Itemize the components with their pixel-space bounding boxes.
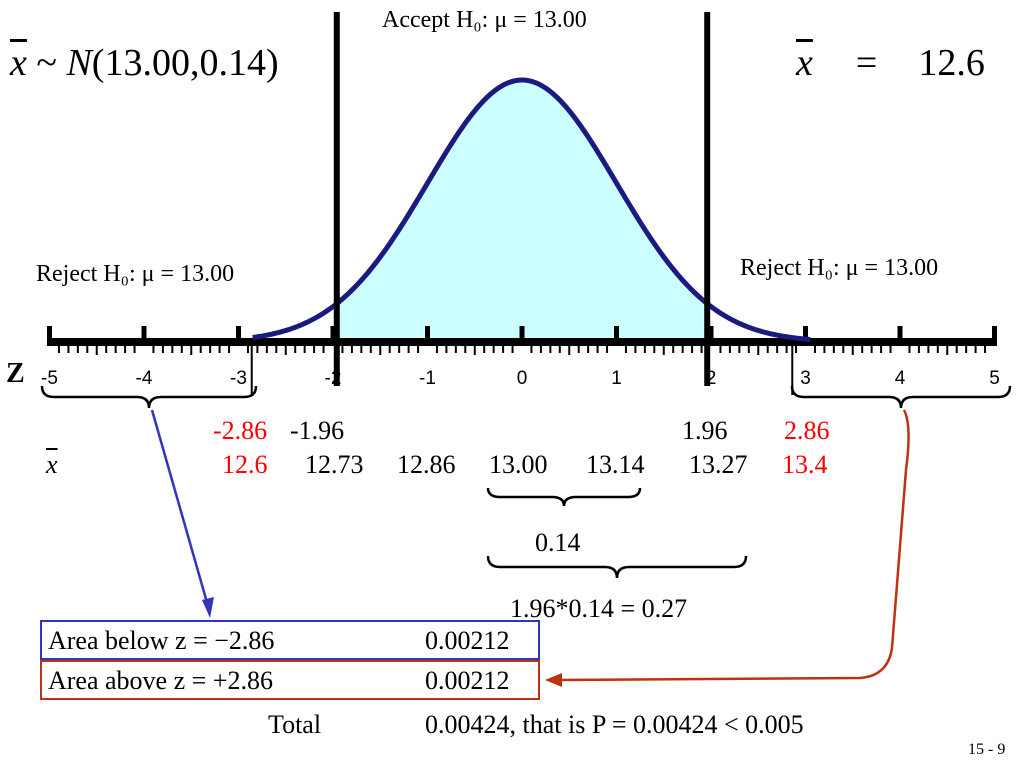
z-value-pos-observed: 2.86 xyxy=(784,416,830,445)
tick-label: 5 xyxy=(989,368,1000,389)
distribution-tilde: ~ xyxy=(36,42,57,84)
accept-region-label: Accept H₀: μ = 13.00 xyxy=(382,7,587,33)
xbar-symbol-right: x xyxy=(796,42,813,84)
major-tick xyxy=(897,326,903,346)
tick-label: 0 xyxy=(517,368,528,389)
tick-label: -1 xyxy=(419,368,436,389)
major-tick xyxy=(614,326,619,346)
total-value: 0.00424, that is P = 0.00424 < 0.005 xyxy=(425,710,804,739)
major-tick xyxy=(141,326,147,346)
major-tick xyxy=(992,326,997,346)
accept-region-fill xyxy=(336,80,708,342)
distribution-params: (13.00,0.14) xyxy=(91,42,279,84)
major-tick xyxy=(425,326,430,346)
area-below-value: 0.00212 xyxy=(425,626,510,655)
observed-mean-value: 12.6 xyxy=(918,42,985,84)
xbar-value: 13.4 xyxy=(782,450,828,479)
xbar-row-label: x xyxy=(46,450,58,479)
major-tick xyxy=(708,326,714,346)
right-tail-brace xyxy=(790,385,1012,409)
reject-right-label: Reject H₀: μ = 13.00 xyxy=(740,255,939,281)
upper-critical-line xyxy=(704,12,711,386)
major-tick xyxy=(330,326,336,346)
standard-error-brace xyxy=(486,487,642,507)
tick-label: -2 xyxy=(325,368,342,389)
normal-curve xyxy=(252,77,811,342)
area-above-label: Area above z = +2.86 xyxy=(48,666,273,695)
xbar-value: 13.27 xyxy=(689,450,748,479)
major-tick xyxy=(236,326,241,346)
standard-error-label: 0.14 xyxy=(535,528,581,557)
major-tick xyxy=(519,326,525,346)
left-tail-arrowhead xyxy=(202,597,214,618)
area-row-below: Area below z = −2.86 0.00212 xyxy=(40,620,540,660)
left-tail-arrow xyxy=(150,409,210,607)
sampling-distribution-formula: x ~ N(13.00,0.14) xyxy=(10,42,279,84)
observed-mean: x = 12.6 xyxy=(796,44,985,82)
z-axis-label: Z xyxy=(6,358,25,389)
z-value-pos-critical: 1.96 xyxy=(682,416,728,445)
area-above-value: 0.00212 xyxy=(425,666,510,695)
xbar-value: 12.73 xyxy=(305,450,364,479)
lower-critical-line xyxy=(333,12,340,386)
right-tail-arrowhead xyxy=(545,673,562,687)
margin-of-error-brace xyxy=(486,555,748,579)
xbar-value: 12.86 xyxy=(397,450,456,479)
margin-of-error-label: 1.96*0.14 = 0.27 xyxy=(510,594,688,623)
tick-label: -4 xyxy=(136,368,153,389)
tick-label: 4 xyxy=(895,368,906,389)
tick-label: 1 xyxy=(611,368,622,389)
xbar-symbol: x xyxy=(10,42,27,84)
tick-label: -5 xyxy=(41,368,58,389)
xbar-value: 12.6 xyxy=(222,450,268,479)
z-value-neg-critical: -1.96 xyxy=(290,416,345,445)
xbar-value: 13.00 xyxy=(489,450,548,479)
z-value-neg-observed: -2.86 xyxy=(213,416,268,445)
xbar-value: 13.14 xyxy=(586,450,645,479)
area-row-above: Area above z = +2.86 0.00212 xyxy=(40,660,540,700)
tick-label: 2 xyxy=(706,368,717,389)
reject-left-label: Reject H₀: μ = 13.00 xyxy=(36,261,235,287)
page-number: 15 - 9 xyxy=(968,741,1006,758)
tick-label: 3 xyxy=(800,368,811,389)
major-tick xyxy=(47,326,52,346)
left-tail-brace xyxy=(40,385,258,409)
major-tick xyxy=(803,326,808,346)
tick-label: -3 xyxy=(230,368,247,389)
right-tail-arrow xyxy=(555,409,910,682)
total-label: Total xyxy=(268,710,322,739)
area-below-label: Area below z = −2.86 xyxy=(48,626,275,655)
observed-equals: = xyxy=(855,42,878,84)
